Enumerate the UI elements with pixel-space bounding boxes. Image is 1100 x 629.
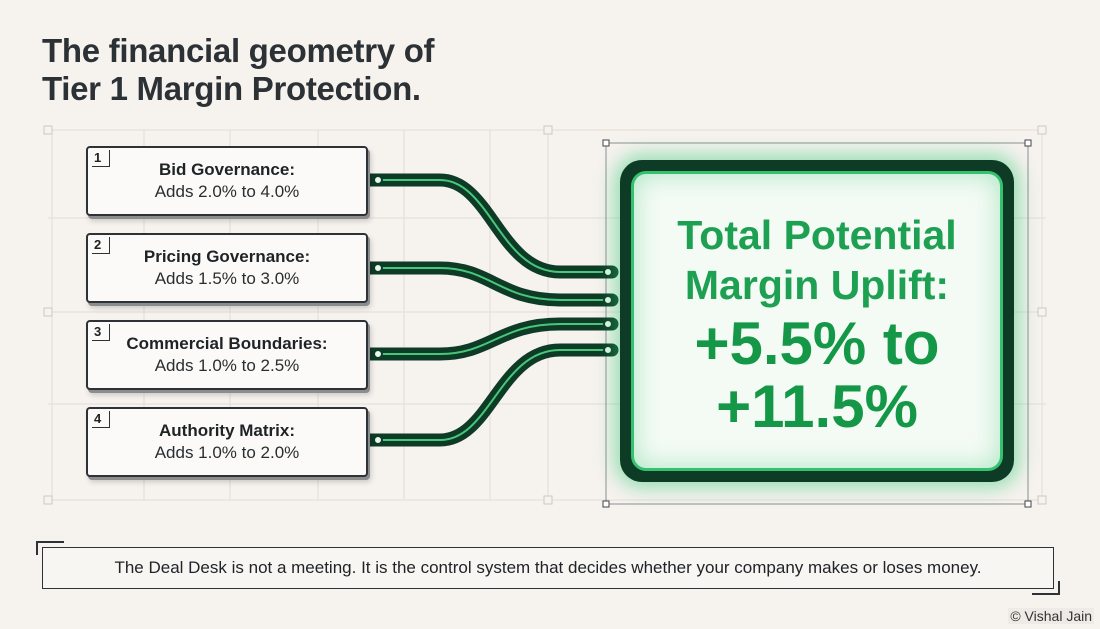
total-value: +5.5% to +11.5% — [634, 312, 1000, 438]
page-title: The financial geometry of Tier 1 Margin … — [42, 32, 435, 108]
source-label: Commercial Boundaries: — [126, 334, 328, 353]
title-line-1: The financial geometry of — [42, 32, 435, 69]
credit-label: © Vishal Jain — [1008, 608, 1094, 624]
source-label: Bid Governance: — [158, 160, 296, 179]
source-number: 2 — [92, 237, 110, 254]
total-uplift-panel: Total Potential Margin Uplift: +5.5% to … — [634, 174, 1000, 468]
source-label: Pricing Governance: — [143, 247, 311, 266]
title-line-2: Tier 1 Margin Protection. — [42, 70, 421, 107]
total-value-line-1: +5.5% to — [694, 310, 940, 377]
trace-4 — [363, 343, 619, 447]
total-uplift-box: Total Potential Margin Uplift: +5.5% to … — [620, 160, 1014, 482]
grid-handles — [43, 125, 1047, 505]
trace-terminals — [373, 175, 613, 445]
source-number: 1 — [92, 150, 110, 167]
source-card-pricing-governance: 2 Pricing Governance: Adds 1.5% to 3.0% — [86, 233, 368, 303]
footer-bracket-bottom-right — [1032, 581, 1060, 595]
source-number: 4 — [92, 411, 110, 428]
footer-statement: The Deal Desk is not a meeting. It is th… — [42, 547, 1054, 589]
source-range: Adds 2.0% to 4.0% — [154, 182, 300, 201]
trace-1 — [363, 173, 619, 279]
source-range: Adds 1.5% to 3.0% — [154, 269, 300, 288]
source-card-bid-governance: 1 Bid Governance: Adds 2.0% to 4.0% — [86, 146, 368, 216]
source-range: Adds 1.0% to 2.5% — [154, 356, 300, 375]
total-value-line-2: +11.5% — [716, 373, 918, 440]
footer-bracket-top-left — [36, 541, 64, 555]
total-heading: Total Potential Margin Uplift: — [634, 210, 1000, 310]
total-heading-line-2: Margin Uplift: — [684, 262, 950, 308]
source-card-authority-matrix: 4 Authority Matrix: Adds 1.0% to 2.0% — [86, 407, 368, 477]
source-label: Authority Matrix: — [159, 421, 295, 440]
source-card-commercial-boundaries: 3 Commercial Boundaries: Adds 1.0% to 2.… — [86, 320, 368, 390]
total-heading-line-1: Total Potential — [677, 212, 957, 258]
source-range: Adds 1.0% to 2.0% — [154, 443, 300, 462]
circuit-traces — [363, 173, 619, 447]
source-number: 3 — [92, 324, 110, 341]
